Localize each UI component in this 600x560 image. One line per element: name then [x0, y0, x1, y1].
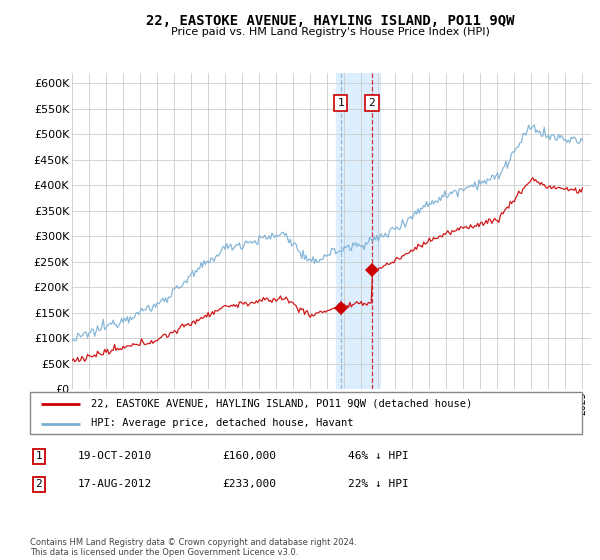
Text: Contains HM Land Registry data © Crown copyright and database right 2024.
This d: Contains HM Land Registry data © Crown c… — [30, 538, 356, 557]
Text: 46% ↓ HPI: 46% ↓ HPI — [348, 451, 409, 461]
Text: 1: 1 — [35, 451, 43, 461]
Text: 22, EASTOKE AVENUE, HAYLING ISLAND, PO11 9QW: 22, EASTOKE AVENUE, HAYLING ISLAND, PO11… — [146, 14, 514, 28]
Bar — [336, 73, 380, 389]
Text: Price paid vs. HM Land Registry's House Price Index (HPI): Price paid vs. HM Land Registry's House … — [170, 27, 490, 38]
Text: 22, EASTOKE AVENUE, HAYLING ISLAND, PO11 9QW (detached house): 22, EASTOKE AVENUE, HAYLING ISLAND, PO11… — [91, 399, 472, 409]
Text: £160,000: £160,000 — [222, 451, 276, 461]
Text: 17-AUG-2012: 17-AUG-2012 — [78, 479, 152, 489]
Text: £233,000: £233,000 — [222, 479, 276, 489]
Text: 2: 2 — [35, 479, 43, 489]
Text: 2: 2 — [368, 98, 375, 108]
Text: 19-OCT-2010: 19-OCT-2010 — [78, 451, 152, 461]
Text: 22% ↓ HPI: 22% ↓ HPI — [348, 479, 409, 489]
Text: 1: 1 — [337, 98, 344, 108]
Text: HPI: Average price, detached house, Havant: HPI: Average price, detached house, Hava… — [91, 418, 353, 428]
